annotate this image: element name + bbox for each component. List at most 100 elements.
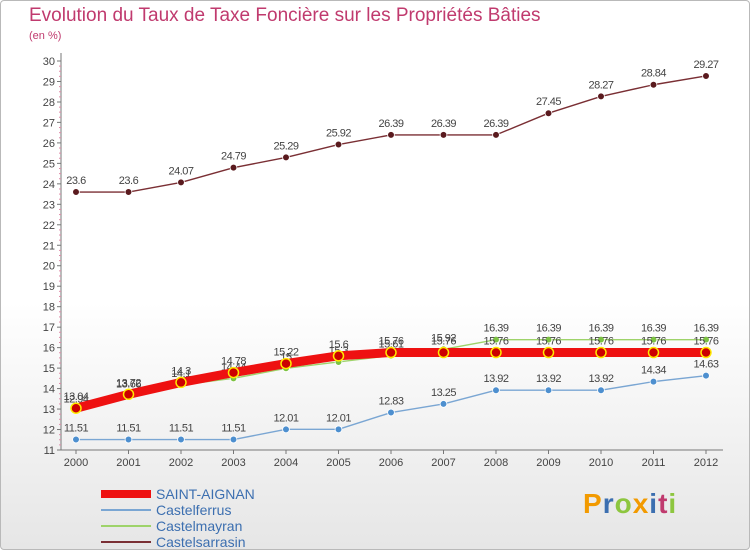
data-point-saint-aignan xyxy=(647,346,660,359)
y-tick-label: 20 xyxy=(43,261,55,273)
y-tick-label: 22 xyxy=(43,220,55,232)
data-label-saint-aignan: 14.3 xyxy=(171,365,191,377)
brand-letter: r xyxy=(602,488,615,519)
data-label-castelsarrasin: 26.39 xyxy=(431,118,456,130)
data-label-castelsarrasin: 25.29 xyxy=(273,140,298,152)
legend-label: SAINT-AIGNAN xyxy=(156,486,255,502)
brand-letter: P xyxy=(583,488,603,519)
y-tick-label: 23 xyxy=(43,199,55,211)
data-point-castelsarrasin xyxy=(649,80,658,89)
x-tick-label: 2010 xyxy=(589,457,613,469)
legend-label: Castelferrus xyxy=(156,502,232,518)
x-tick-label: 2002 xyxy=(169,457,193,469)
y-tick-label: 17 xyxy=(43,322,55,334)
data-point-castelmayran xyxy=(597,335,605,344)
data-label-castelsarrasin: 26.39 xyxy=(483,118,508,130)
data-label-saint-aignan: 13.72 xyxy=(116,377,141,389)
legend-swatch xyxy=(101,509,151,511)
y-tick-label: 11 xyxy=(44,445,55,457)
data-point-saint-aignan xyxy=(490,346,502,359)
data-label-saint-aignan: 15.76 xyxy=(378,336,403,348)
brand-logo: Proxiti xyxy=(583,488,677,520)
data-label-castelsarrasin: 24.79 xyxy=(221,151,246,163)
data-label-saint-aignan: 15.22 xyxy=(273,347,298,359)
x-tick-label: 2005 xyxy=(326,457,350,469)
brand-letter: x xyxy=(632,488,650,519)
data-label-saint-aignan: 15.76 xyxy=(641,336,666,348)
data-label-castelferrus: 11.51 xyxy=(221,423,246,435)
data-label-saint-aignan: 15.76 xyxy=(536,336,561,348)
data-label-castelsarrasin: 23.6 xyxy=(119,175,139,187)
data-point-castelferrus xyxy=(544,386,553,395)
data-point-castelferrus xyxy=(282,425,290,434)
data-label-castelmayran: 15.92 xyxy=(431,332,456,344)
y-tick-label: 15 xyxy=(43,363,55,375)
data-point-saint-aignan xyxy=(227,366,240,379)
data-point-castelsarrasin xyxy=(702,72,710,80)
data-point-castelsarrasin xyxy=(597,92,605,101)
y-tick-label: 18 xyxy=(43,302,55,314)
data-label-castelsarrasin: 28.84 xyxy=(641,68,666,80)
legend-label: Castelmayran xyxy=(156,518,243,534)
x-tick-label: 2006 xyxy=(379,457,403,469)
data-label-castelferrus: 14.63 xyxy=(693,359,718,371)
brand-letter: t xyxy=(658,488,669,519)
brand-letter: i xyxy=(668,488,678,519)
brand-letter: o xyxy=(614,488,633,519)
data-label-castelmayran: 16.39 xyxy=(483,323,508,335)
data-label-castelferrus: 11.51 xyxy=(116,423,141,435)
x-tick-label: 2001 xyxy=(116,457,140,469)
chart-title: Evolution du Taux de Taxe Foncière sur l… xyxy=(29,5,541,26)
data-label-castelferrus: 13.92 xyxy=(483,373,508,385)
data-point-saint-aignan xyxy=(280,357,292,370)
data-label-saint-aignan: 13.04 xyxy=(63,391,88,403)
data-point-castelferrus xyxy=(177,435,185,444)
data-label-saint-aignan: 15.76 xyxy=(588,336,613,348)
data-point-saint-aignan xyxy=(385,346,397,359)
x-tick-label: 2009 xyxy=(536,457,560,469)
data-label-castelsarrasin: 23.6 xyxy=(66,175,86,187)
data-label-castelsarrasin: 24.07 xyxy=(168,165,193,177)
y-tick-label: 29 xyxy=(43,76,55,88)
legend-swatch xyxy=(101,525,151,527)
x-tick-label: 2007 xyxy=(431,457,455,469)
data-point-castelferrus xyxy=(439,400,448,408)
y-tick-label: 30 xyxy=(43,56,55,68)
data-label-castelferrus: 11.51 xyxy=(64,423,89,435)
data-point-castelsarrasin xyxy=(124,188,133,196)
data-label-saint-aignan: 15.6 xyxy=(329,339,349,351)
data-label-castelsarrasin: 27.45 xyxy=(536,96,561,108)
x-tick-label: 2003 xyxy=(221,457,245,469)
data-point-castelsarrasin xyxy=(282,153,290,162)
y-tick-label: 14 xyxy=(43,384,55,396)
data-point-saint-aignan xyxy=(332,350,345,362)
y-tick-label: 12 xyxy=(43,425,55,437)
data-point-saint-aignan xyxy=(122,388,135,401)
data-point-castelferrus xyxy=(649,377,658,386)
data-label-castelferrus: 11.51 xyxy=(169,423,194,435)
data-point-castelferrus xyxy=(229,435,238,444)
data-label-castelmayran: 16.39 xyxy=(588,323,613,335)
data-point-castelferrus xyxy=(334,425,343,434)
data-point-castelmayran xyxy=(702,335,710,344)
data-label-castelmayran: 16.39 xyxy=(693,323,718,335)
y-tick-label: 24 xyxy=(43,179,55,191)
data-point-castelsarrasin xyxy=(334,140,343,149)
data-label-castelferrus: 12.01 xyxy=(273,412,298,424)
data-label-castelferrus: 12.83 xyxy=(378,396,403,408)
x-tick-label: 2000 xyxy=(64,457,88,469)
data-label-castelferrus: 12.01 xyxy=(326,412,351,424)
data-point-castelmayran xyxy=(492,335,500,344)
data-label-castelmayran: 16.39 xyxy=(641,323,666,335)
chart-unit: (en %) xyxy=(29,30,62,42)
data-label-castelmayran: 15.61 xyxy=(378,339,403,351)
data-label-castelferrus: 14.34 xyxy=(641,365,666,377)
data-point-castelferrus xyxy=(72,435,80,444)
data-label-castelsarrasin: 28.27 xyxy=(588,79,613,91)
y-tick-label: 28 xyxy=(43,97,55,109)
data-point-saint-aignan xyxy=(542,346,555,359)
data-label-saint-aignan: 15.76 xyxy=(693,336,718,348)
y-tick-label: 19 xyxy=(43,281,55,293)
legend-swatch xyxy=(101,490,151,498)
